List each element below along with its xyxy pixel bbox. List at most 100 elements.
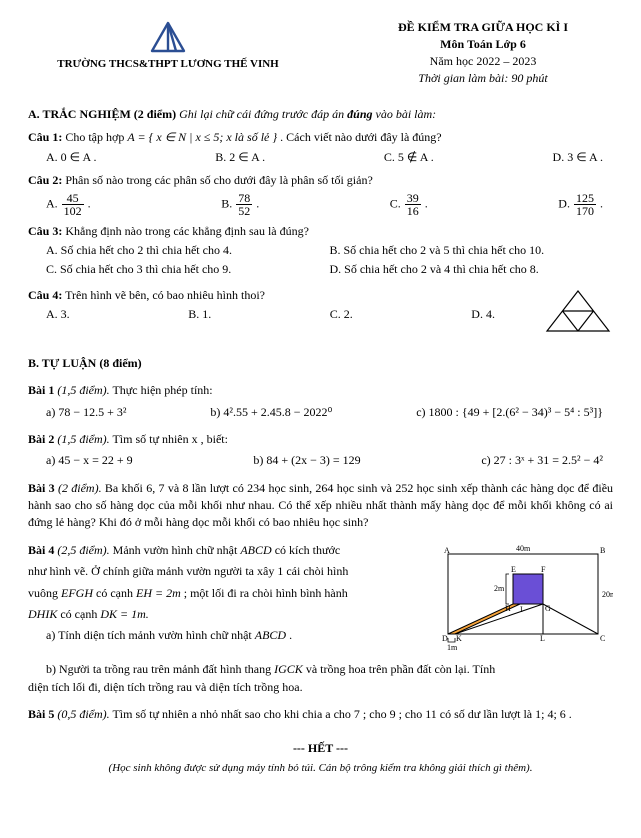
bai-1-tail: Thực hiện phép tính: — [112, 383, 212, 397]
q1-pre: Cho tập hợp — [65, 130, 127, 144]
bai-4: Bài 4 (2,5 điểm). Mảnh vườn hình chữ nhậ… — [28, 542, 613, 696]
label-E: E — [511, 565, 516, 574]
bai-5-score: (0,5 điểm). — [57, 707, 109, 721]
q4-opt-a: A. 3. — [46, 306, 70, 323]
label-F: F — [541, 565, 546, 574]
fraction-icon: 45102 — [61, 192, 85, 217]
bai-4-b: b) Người ta trồng rau trên mảnh đất hình… — [46, 661, 613, 678]
q1-set: A = { x ∈ N | x ≤ 5; x là số lẻ } — [127, 130, 277, 144]
bai-2: Bài 2 (1,5 điểm). Tìm số tự nhiên x , bi… — [28, 431, 613, 470]
label-2m: 2m — [494, 584, 505, 593]
bai-2-score: (1,5 điểm). — [57, 432, 109, 446]
q1-post: . Cách viết nào dưới đây là đúng? — [280, 130, 441, 144]
bai-4-l3-pre: vuông — [28, 586, 61, 600]
title-block: ĐỀ KIỂM TRA GIỮA HỌC KÌ I Môn Toán Lớp 6… — [353, 20, 613, 86]
q2-c-prefix: C. — [390, 196, 404, 210]
q3-options: A. Số chia hết cho 2 thì chia hết cho 4.… — [46, 242, 613, 281]
bai-3-label: Bài 3 — [28, 481, 55, 495]
q4-label: Câu 4: — [28, 288, 62, 302]
q4-opt-b: B. 1. — [188, 306, 211, 323]
section-a-bold: đúng — [347, 107, 372, 121]
label-1m: 1m — [447, 643, 458, 652]
question-2: Câu 2: Phân số nào trong các phân số cho… — [28, 172, 613, 216]
q1-opt-c: C. 5 ∉ A . — [384, 149, 434, 166]
bai-4-a-em: ABCD — [255, 628, 286, 642]
bai-2-c: c) 27 : 3ˣ + 31 = 2.5² − 4² — [481, 452, 603, 469]
bai-4-score: (2,5 điểm). — [57, 543, 109, 557]
bai-1-c-brace: {49 + [2.(6² − 34)³ − 5⁴ : 5³]} — [462, 405, 603, 419]
bai-5: Bài 5 (0,5 điểm). Tìm số tự nhiên a nhỏ … — [28, 706, 613, 723]
bai-1-c: c) 1800 : {49 + [2.(6² − 34)³ − 5⁴ : 5³]… — [416, 404, 603, 421]
bai-4-dhik: DHIK — [28, 607, 57, 621]
bai-4-l3-mid: có cạnh — [96, 586, 136, 600]
bai-3-score: (2 điểm). — [58, 481, 102, 495]
q3-opt-d: D. Số chia hết cho 2 và 4 thì chia hết c… — [330, 261, 614, 278]
bai-2-label: Bài 2 — [28, 432, 54, 446]
footer-note: (Học sinh không được sử dụng máy tính bỏ… — [28, 762, 613, 774]
q4-text-block: Câu 4: Trên hình vẽ bên, có bao nhiêu hì… — [28, 287, 535, 324]
q2-d-prefix: D. — [558, 196, 573, 210]
q2-d-suffix: . — [600, 196, 603, 210]
fraction-icon: 3916 — [404, 192, 422, 217]
q2-options: A. 45102 . B. 7852 . C. 3916 . D. 1251 — [46, 192, 603, 217]
bai-4-a: a) Tính diện tích mảnh vườn hình chữ nhậ… — [46, 627, 428, 644]
bai-4-wrap: Bài 4 (2,5 điểm). Mảnh vườn hình chữ nhậ… — [28, 542, 613, 657]
bai-4-l1-post: có kích thước — [275, 543, 341, 557]
q2-opt-a: A. 45102 . — [46, 192, 91, 217]
bai-2-items: a) 45 − x = 22 + 9 b) 84 + (2x − 3) = 12… — [46, 452, 603, 469]
bai-4-l1-pre: Mảnh vườn hình chữ nhật — [113, 543, 241, 557]
q3-text: Khẳng định nào trong các khẳng định sau … — [65, 224, 309, 238]
q1-options: A. 0 ∈ A . B. 2 ∈ A . C. 5 ∉ A . D. 3 ∈ … — [46, 149, 603, 166]
q2-b-suffix: . — [256, 196, 259, 210]
footer-het: --- HẾT --- — [28, 741, 613, 756]
school-block: TRƯỜNG THCS&THPT LƯƠNG THẾ VINH — [28, 20, 308, 70]
section-a-after: vào bài làm: — [376, 107, 437, 121]
section-b: B. TỰ LUẬN (8 điểm) Bài 1 (1,5 điểm). Th… — [28, 355, 613, 724]
q1-opt-a: A. 0 ∈ A . — [46, 149, 96, 166]
triangle-figure-icon — [543, 287, 613, 335]
question-3: Câu 3: Khẳng định nào trong các khẳng đị… — [28, 223, 613, 281]
question-1: Câu 1: Cho tập hợp A = { x ∈ N | x ≤ 5; … — [28, 129, 613, 166]
q1-label: Câu 1: — [28, 130, 62, 144]
q2-opt-c: C. 3916 . — [390, 192, 428, 217]
fraction-icon: 7852 — [235, 192, 253, 217]
bai-4-efgh: EFGH — [61, 586, 93, 600]
bai-1-label: Bài 1 — [28, 383, 54, 397]
bai-4-b-post: và trồng hoa trên phần đất còn lại. Tính — [306, 662, 495, 676]
exam-year: Năm học 2022 – 2023 — [353, 54, 613, 69]
q3-opt-a: A. Số chia hết cho 2 thì chia hết cho 4. — [46, 242, 330, 259]
label-H: H — [505, 604, 511, 613]
bai-4-l3-post: ; một lối đi ra chòi hình bình hành — [184, 586, 348, 600]
exam-page: TRƯỜNG THCS&THPT LƯƠNG THẾ VINH ĐỀ KIỂM … — [0, 0, 641, 838]
bai-2-head: Bài 2 (1,5 điểm). Tìm số tự nhiên x , bi… — [28, 431, 613, 448]
label-B: B — [600, 546, 605, 555]
bai-1-c-pre: c) 1800 : — [416, 405, 462, 419]
label-C: C — [600, 634, 605, 643]
footer: --- HẾT --- (Học sinh không được sử dụng… — [28, 741, 613, 774]
bai-4-dk: DK = 1m. — [100, 607, 148, 621]
label-I: I — [520, 605, 523, 614]
label-G: G — [545, 604, 551, 613]
bai-1-head: Bài 1 (1,5 điểm). Thực hiện phép tính: — [28, 382, 613, 399]
bai-4-b2: diện tích lối đi, diện tích trồng rau và… — [28, 679, 613, 696]
school-logo-icon — [148, 20, 188, 56]
bai-4-a-post: . — [289, 628, 292, 642]
q2-label: Câu 2: — [28, 173, 62, 187]
label-40m: 40m — [516, 544, 531, 553]
label-20m: 20m — [602, 590, 613, 599]
bai-5-label: Bài 5 — [28, 707, 54, 721]
header: TRƯỜNG THCS&THPT LƯƠNG THẾ VINH ĐỀ KIỂM … — [28, 20, 613, 86]
school-name: TRƯỜNG THCS&THPT LƯƠNG THẾ VINH — [28, 58, 308, 70]
q4-options: A. 3. B. 1. C. 2. D. 4. — [46, 306, 495, 323]
bai-1-score: (1,5 điểm). — [57, 383, 109, 397]
exam-subject: Môn Toán Lớp 6 — [353, 37, 613, 52]
q4-opt-d: D. 4. — [471, 306, 495, 323]
q2-opt-d: D. 125170 . — [558, 192, 603, 217]
q3-opt-b: B. Số chia hết cho 2 và 5 thì chia hết c… — [330, 242, 614, 259]
bai-3-text: Ba khối 6, 7 và 8 lần lượt có 234 học si… — [28, 481, 613, 530]
bai-2-a: a) 45 − x = 22 + 9 — [46, 452, 133, 469]
bai-1-a: a) 78 − 12.5 + 3² — [46, 404, 126, 421]
q4-opt-c: C. 2. — [330, 306, 353, 323]
bai-2-b: b) 84 + (2x − 3) = 129 — [253, 452, 360, 469]
q2-a-suffix: . — [88, 196, 91, 210]
